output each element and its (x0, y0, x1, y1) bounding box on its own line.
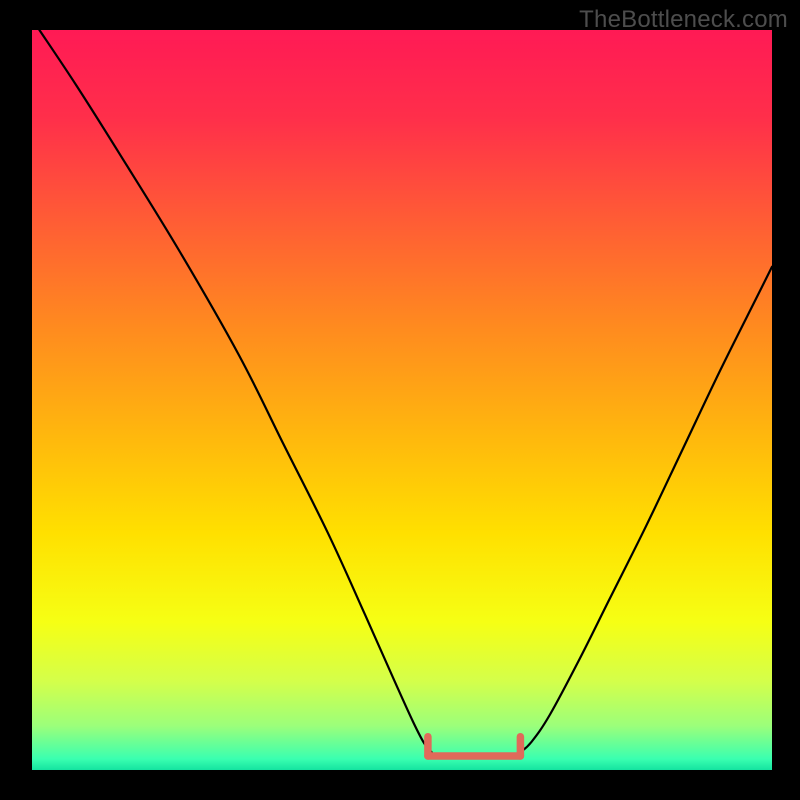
chart-stage: TheBottleneck.com (0, 0, 800, 800)
bottleneck-chart (0, 0, 800, 800)
plot-background (32, 30, 772, 770)
